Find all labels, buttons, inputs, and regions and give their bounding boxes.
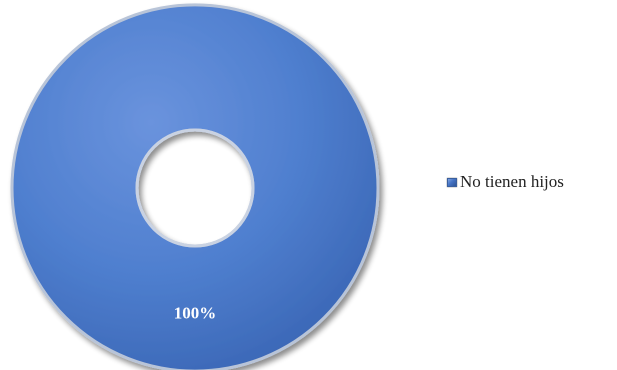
- legend-swatch-no-tienen-hijos: [447, 177, 457, 187]
- donut-slices: [10, 3, 380, 370]
- donut-hole-edge: [135, 128, 255, 248]
- data-label-no-tienen-hijos: 100%: [174, 304, 217, 323]
- legend-label-no-tienen-hijos: No tienen hijos: [460, 172, 564, 191]
- legend: No tienen hijos: [447, 172, 564, 192]
- donut-data-labels: 100%: [174, 304, 217, 323]
